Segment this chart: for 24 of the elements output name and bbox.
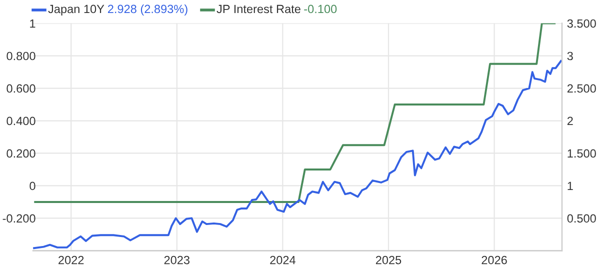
y-tick-label: 0 (30, 182, 36, 190)
y2-tick-label: 3 (567, 52, 573, 60)
y2-tick-label: 0.500 (567, 214, 596, 223)
y2-tick-label: 3.500 (567, 19, 596, 28)
x-tick-label: 2025 (376, 256, 402, 264)
x-tick-label: 2026 (482, 256, 507, 264)
y2-tick-label: 2.500 (567, 84, 596, 93)
y-tick-label: 0.400 (6, 116, 36, 126)
y-tick-label: 0.800 (6, 52, 36, 60)
y-tick-label: 0.600 (6, 84, 36, 93)
legend-label: Japan 10Y (48, 4, 104, 16)
legend-label: JP Interest Rate (216, 4, 300, 14)
y-tick-label: 1 (30, 19, 36, 28)
y2-tick-label: 1 (568, 182, 573, 190)
x-tick-label: 2023 (164, 256, 190, 264)
text: -0.100 (304, 4, 337, 14)
x-tick-label: 2024 (270, 256, 296, 264)
text: 2.928 (2.893%) (108, 4, 188, 16)
x-tick-label: 2022 (58, 256, 84, 264)
y2-tick-label: 1.500 (568, 149, 596, 158)
y-tick-label: -0.200 (2, 214, 36, 223)
y-tick-label: 0.200 (6, 149, 36, 158)
line-series (34, 23, 556, 203)
y2-tick-label: 2 (567, 116, 573, 126)
